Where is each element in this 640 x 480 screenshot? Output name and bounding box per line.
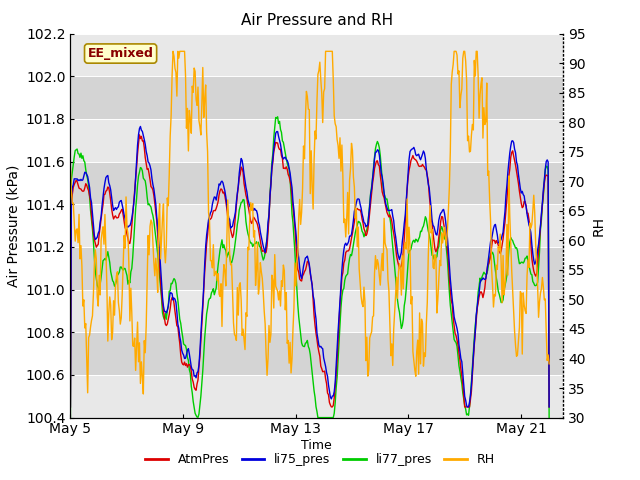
Bar xyxy=(70,162,563,204)
Text: EE_mixed: EE_mixed xyxy=(88,47,154,60)
Bar xyxy=(70,76,563,119)
X-axis label: Time: Time xyxy=(301,439,332,452)
Bar xyxy=(70,119,563,162)
Bar xyxy=(70,247,563,289)
Bar xyxy=(70,332,563,375)
Bar xyxy=(70,204,563,247)
Title: Air Pressure and RH: Air Pressure and RH xyxy=(241,13,393,28)
Y-axis label: RH: RH xyxy=(591,216,605,236)
Legend: AtmPres, li75_pres, li77_pres, RH: AtmPres, li75_pres, li77_pres, RH xyxy=(140,448,500,471)
Y-axis label: Air Pressure (kPa): Air Pressure (kPa) xyxy=(6,165,20,287)
Bar xyxy=(70,34,563,76)
Bar xyxy=(70,289,563,332)
Bar xyxy=(70,375,563,418)
